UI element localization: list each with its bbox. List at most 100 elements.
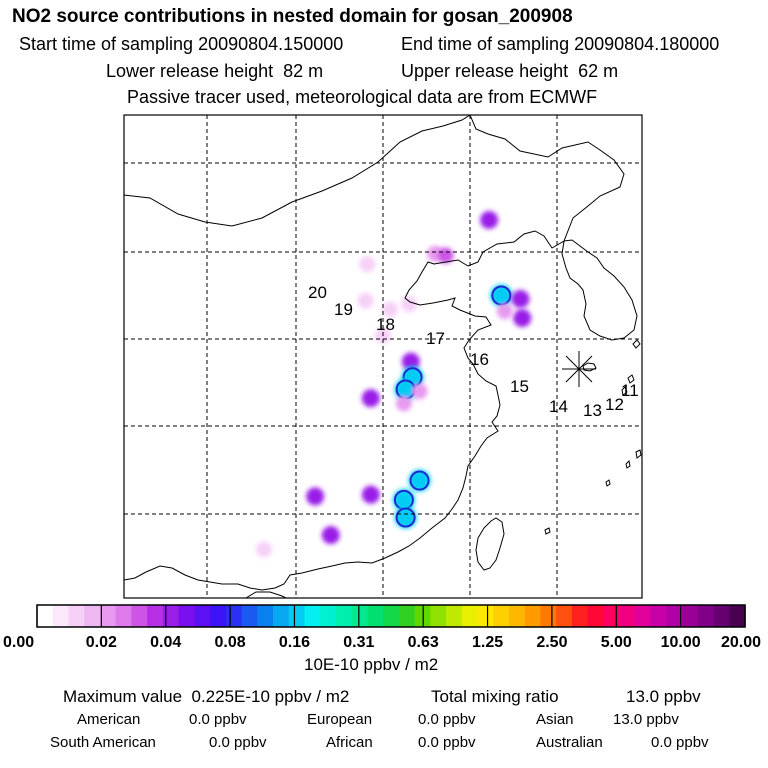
traj-label: 14 [549,397,568,416]
region-value: 0.0 ppbv [418,711,476,728]
coastlines [124,115,642,598]
contribution-blob [394,506,417,529]
chart-title: NO2 source contributions in nested domai… [12,6,573,27]
lat-lon-grid [124,115,642,598]
colorbar-cell [99,605,117,627]
max-value-label: Maximum value [63,687,183,706]
colorbar-cell [115,605,132,627]
end-time-label: End time of sampling [401,34,570,54]
colorbar-cell [383,605,400,627]
contribution-blob [306,487,325,506]
total-mixing-label: Total mixing ratio [431,687,559,706]
lower-height-label: Lower release height [106,61,274,81]
korea-coastline [561,239,638,341]
china-mongolia-border [124,115,471,227]
colorbar-cell [398,605,416,627]
colorbar-cell [52,605,70,627]
total-mixing-value: 13.0 ppbv [626,687,701,706]
colorbar-cell [682,605,699,627]
contribution-blob [411,383,428,400]
colorbar-tick-label: 5.00 [601,634,632,651]
upper-height-value: 62 m [578,61,619,81]
colorbar-cell [320,605,337,627]
colorbar-cell [461,605,479,627]
contribution-contour [409,470,430,491]
traj-label: 18 [376,315,395,334]
max-value-number: 0.225E-10 ppbv / m2 [191,687,350,706]
colorbar-cell [367,605,384,627]
colorbar-tick-label: 0.08 [215,634,246,651]
lower-height-value: 82 m [283,61,324,81]
colorbar-cell [84,605,101,627]
map-plot: 20 19 18 17 16 15 14 13 12 11 [123,114,643,599]
end-time-value: 20090804.180000 [574,34,720,54]
upper-height-label: Upper release height [401,61,569,81]
colorbar-cell [713,605,730,627]
contribution-blob [490,284,513,307]
colorbar-cell [210,605,227,627]
colorbar-cell [335,605,353,627]
traj-label: 13 [583,401,602,420]
traj-label: 17 [426,329,445,348]
hainan-coastline [245,591,287,598]
start-time-value: 20090804.150000 [198,34,344,54]
colorbar-cell [603,605,620,627]
contribution-blob [395,395,412,412]
end-time: End time of sampling 20090804.180000 [401,34,719,55]
contribution-blob [357,292,374,309]
colorbar-cell [650,605,667,627]
colorbar-cell [729,605,746,627]
colorbar-cell [178,605,195,627]
colorbar-ticks [36,605,746,627]
contribution-blob [361,485,380,504]
colorbar-cell [634,605,652,627]
china-coastline [124,259,501,591]
colorbar-tick-label: 0.04 [150,634,181,651]
colorbar-cell [147,605,164,627]
japan-islands [544,339,642,535]
colorbar-tick-label: 0.31 [343,634,374,651]
jeju-coastline [582,362,597,372]
colorbar-cell [288,605,306,627]
traj-label: 20 [308,283,327,302]
start-time: Start time of sampling 20090804.150000 [19,34,343,55]
colorbar-cell [477,605,494,627]
colorbar-cell [524,605,542,627]
colorbar-cell [619,605,636,627]
traj-label: 11 [621,381,639,400]
colorbar-cell [697,605,715,627]
colorbar-cell [430,605,447,627]
receptor-marker-gosan [562,351,596,387]
colorbar-cell [131,605,148,627]
total-mixing: Total mixing ratio [431,687,559,707]
colorbar-cell [241,605,258,627]
region-value: 0.0 ppbv [189,711,247,728]
colorbar-tick-label: 2.50 [536,634,567,651]
colorbar-tick-label: 1.25 [472,634,503,651]
contribution-blob [480,210,499,229]
colorbar-cell [162,605,180,627]
colorbar: 0.00 0.02 0.04 0.08 0.16 0.31 0.63 1.25 2.50 5.00… [3,604,761,651]
colorbar-unit: 10E-10 ppbv / m2 [304,655,439,674]
contribution-blob [255,541,272,558]
upper-height: Upper release height 62 m [401,61,618,82]
max-value: Maximum value 0.225E-10 ppbv / m2 [63,687,349,707]
contribution-blob [496,303,513,320]
colorbar-cell [509,605,526,627]
contribution-contour [395,507,416,528]
colorbar-cell [304,605,321,627]
colorbar-cell [446,605,463,627]
colorbar-tick-label: 0.00 [3,634,34,651]
region-name: African [326,734,373,751]
colorbar-cell [37,605,54,627]
colorbar-tick-label: 0.02 [86,634,117,651]
colorbar-cell [68,605,85,627]
start-time-label: Start time of sampling [19,34,194,54]
region-value: 13.0 ppbv [613,711,679,728]
taiwan-coastline [475,517,505,571]
traj-label: 16 [470,350,489,369]
china-korea-border [467,115,625,267]
traj-label: 19 [334,300,353,319]
contribution-blob [359,256,376,273]
colorbar-cell [257,605,274,627]
